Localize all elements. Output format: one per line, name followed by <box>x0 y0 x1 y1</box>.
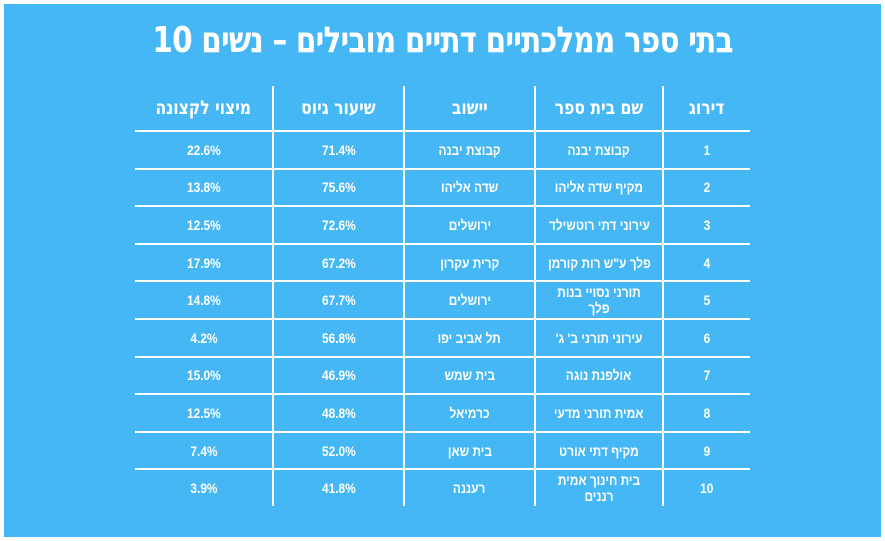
cell-gross-rate: 72.6% <box>272 205 404 244</box>
cell-rank: 8 <box>662 393 750 432</box>
cell-city: ירושלים <box>403 205 535 244</box>
cell-city: בית שאן <box>403 430 535 470</box>
cell-officer-rate: 12.5% <box>135 393 273 432</box>
cell-rank: 6 <box>662 317 750 357</box>
cell-officer-rate: 3.9% <box>135 468 273 506</box>
table-row: 2 מקיף שדה אליהו שדה אליהו 75.6% 13.8% <box>135 167 750 207</box>
cell-school: אמית תורני מדעי <box>534 393 663 432</box>
table-header-row: דירוג שם בית ספר יישוב שיעור גיוס מיצוי … <box>135 86 750 131</box>
cell-rank: 3 <box>662 205 750 244</box>
cell-gross-rate: 75.6% <box>272 167 404 207</box>
table-row: 10 בית חינוך אמית רננים רעננה 41.8% 3.9% <box>135 468 750 506</box>
header-school: שם בית ספר <box>534 86 663 131</box>
cell-rank: 10 <box>662 468 750 506</box>
cell-officer-rate: 4.2% <box>135 317 273 357</box>
header-officer-rate: מיצוי לקצונה <box>155 97 252 119</box>
cell-city: בית שמש <box>403 355 535 395</box>
cell-school: מקיף דתי אורט <box>534 430 663 470</box>
table-row: 5 תורני נסויי בנות פלך ירושלים 67.7% 14.8% <box>135 280 750 319</box>
cell-city: קרית עקרון <box>403 242 535 282</box>
cell-school: אולפנת נוגה <box>534 355 663 395</box>
cell-school: קבוצת יבנה <box>534 130 663 169</box>
cell-gross-rate: 67.2% <box>272 242 404 282</box>
cell-officer-rate: 12.5% <box>135 205 273 244</box>
cell-officer-rate: 15.0% <box>135 355 273 395</box>
infographic-panel: 10 בתי ספר ממלכתיים דתיים מובילים – נשים… <box>4 4 881 537</box>
cell-officer-rate: 14.8% <box>135 280 273 319</box>
cell-school: תורני נסויי בנות פלך <box>534 280 663 319</box>
header-gross-rate: שיעור גיוס <box>272 86 404 131</box>
cell-school: בית חינוך אמית רננים <box>534 468 663 506</box>
cell-gross-rate: 46.9% <box>272 355 404 395</box>
cell-rank: 7 <box>662 355 750 395</box>
cell-officer-rate: 17.9% <box>135 242 273 282</box>
cell-rank: 5 <box>662 280 750 319</box>
table-row: 9 מקיף דתי אורט בית שאן 52.0% 7.4% <box>135 430 750 470</box>
cell-city: ירושלים <box>403 280 535 319</box>
table-row: 7 אולפנת נוגה בית שמש 46.9% 15.0% <box>135 355 750 395</box>
cell-rank: 2 <box>662 167 750 207</box>
cell-officer-rate: 7.4% <box>135 430 273 470</box>
ranking-table: דירוג שם בית ספר יישוב שיעור גיוס מיצוי … <box>135 86 750 506</box>
cell-gross-rate: 71.4% <box>272 130 404 169</box>
table-row: 1 קבוצת יבנה קבוצת יבנה 71.4% 22.6% <box>135 130 750 169</box>
cell-school: מקיף שדה אליהו <box>534 167 663 207</box>
cell-city: רעננה <box>403 468 535 506</box>
cell-officer-rate: 13.8% <box>135 167 273 207</box>
page-title: 10 בתי ספר ממלכתיים דתיים מובילים – נשים <box>152 20 733 61</box>
cell-city: קבוצת יבנה <box>403 130 535 169</box>
cell-gross-rate: 67.7% <box>272 280 404 319</box>
cell-gross-rate: 48.8% <box>272 393 404 432</box>
cell-officer-rate: 22.6% <box>135 130 273 169</box>
table-row: 3 עירוני דתי רוטשילד ירושלים 72.6% 12.5% <box>135 205 750 244</box>
table-row: 4 פלך ע"ש רות קורמן קרית עקרון 67.2% 17.9% <box>135 242 750 282</box>
cell-gross-rate: 56.8% <box>272 317 404 357</box>
table-row: 8 אמית תורני מדעי כרמיאל 48.8% 12.5% <box>135 393 750 432</box>
cell-gross-rate: 52.0% <box>272 430 404 470</box>
cell-rank: 4 <box>662 242 750 282</box>
cell-rank: 9 <box>662 430 750 470</box>
cell-school: פלך ע"ש רות קורמן <box>534 242 663 282</box>
cell-school: עירוני תורני ב' ג' <box>534 317 663 357</box>
cell-city: שדה אליהו <box>403 167 535 207</box>
cell-gross-rate: 41.8% <box>272 468 404 506</box>
table-row: 6 עירוני תורני ב' ג' תל אביב יפו 56.8% 4.2% <box>135 317 750 357</box>
header-city: יישוב <box>403 86 535 131</box>
cell-rank: 1 <box>662 130 750 169</box>
header-rank: דירוג <box>662 86 750 131</box>
cell-city: כרמיאל <box>403 393 535 432</box>
cell-city: תל אביב יפו <box>403 317 535 357</box>
cell-school: עירוני דתי רוטשילד <box>534 205 663 244</box>
